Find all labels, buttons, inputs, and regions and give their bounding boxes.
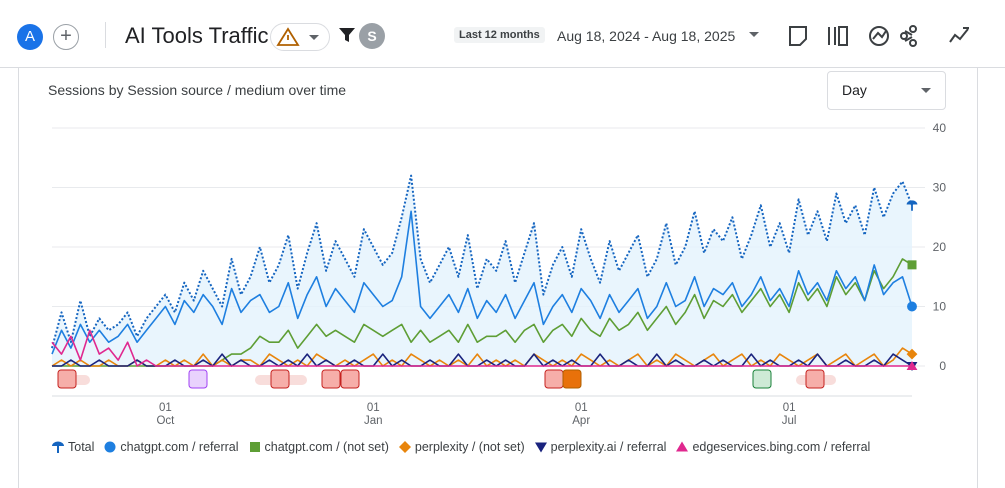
end-marker: [906, 348, 918, 360]
legend-icon: [104, 441, 116, 453]
divider: [105, 22, 106, 48]
x-tick-label: 01 Jan: [364, 402, 383, 427]
legend-swatch: [534, 442, 547, 453]
end-marker: [906, 361, 918, 371]
granularity-value: Day: [842, 82, 867, 98]
legend-label: chatgpt.com / (not set): [264, 440, 389, 454]
y-tick-label: 0: [939, 359, 946, 373]
legend-label: Total: [68, 440, 95, 454]
series-line: [51, 347, 913, 367]
legend-item[interactable]: chatgpt.com / (not set): [249, 440, 389, 454]
legend-icon: [398, 441, 411, 453]
y-tick-label: 40: [933, 121, 947, 135]
toolbar-icons[interactable]: [780, 20, 980, 50]
select-caret: [921, 88, 931, 93]
legend-swatch: [398, 441, 411, 453]
legend-label: perplexity.ai / referral: [550, 440, 667, 454]
filter-icon[interactable]: [338, 26, 356, 44]
legend-icon: [676, 441, 689, 452]
granularity-select[interactable]: Day: [827, 71, 946, 110]
header: A + AI Tools Traffic S Last 12 months Au…: [0, 0, 1005, 68]
annotations: [57, 369, 836, 389]
legend-icon: [534, 442, 547, 453]
series-line: [51, 329, 912, 367]
date-caret[interactable]: [748, 30, 760, 40]
report-title: AI Tools Traffic: [125, 23, 269, 48]
series-line: [52, 353, 913, 367]
legend-label: chatgpt.com / referral: [120, 440, 239, 454]
legend-swatch: [676, 441, 689, 452]
y-tick-label: 10: [933, 300, 947, 314]
series-area: [52, 175, 912, 366]
legend-item[interactable]: Total: [52, 440, 94, 454]
warning-icon: [276, 27, 319, 46]
add-button[interactable]: +: [53, 24, 79, 50]
end-marker: [907, 301, 917, 312]
legend-icon: [52, 441, 64, 453]
legend-icon: [249, 442, 260, 452]
y-tick-label: 20: [933, 240, 947, 254]
legend: Total chatgpt.com / referral chatgpt.com /…: [52, 440, 870, 454]
chart-card: [18, 68, 978, 488]
user-badge[interactable]: S: [359, 23, 385, 49]
x-tick-label: 01 Apr: [572, 402, 591, 427]
chart-title: Sessions by Session source / medium over…: [48, 82, 347, 98]
series-line: [51, 210, 913, 355]
legend-label: perplexity / (not set): [414, 440, 525, 454]
legend-item[interactable]: chatgpt.com / referral: [104, 440, 239, 454]
legend-swatch: [104, 441, 116, 453]
end-marker: [907, 260, 917, 270]
legend-label: edgeservices.bing.com / referral: [692, 440, 871, 454]
x-tick-label: 01 Oct: [156, 402, 175, 427]
legend-item[interactable]: perplexity.ai / referral: [534, 440, 667, 454]
y-tick-label: 30: [933, 181, 947, 195]
legend-item[interactable]: perplexity / (not set): [398, 440, 525, 454]
range-chip[interactable]: Last 12 months: [454, 27, 545, 43]
legend-swatch: [52, 441, 64, 453]
end-marker: [906, 200, 918, 211]
avatar[interactable]: A: [17, 24, 43, 50]
date-range[interactable]: Aug 18, 2024 - Aug 18, 2025: [557, 28, 736, 44]
x-tick-label: 01 Jul: [781, 402, 797, 427]
legend-swatch: [249, 442, 260, 452]
legend-item[interactable]: edgeservices.bing.com / referral: [676, 440, 870, 454]
warning-chip[interactable]: [270, 23, 330, 51]
